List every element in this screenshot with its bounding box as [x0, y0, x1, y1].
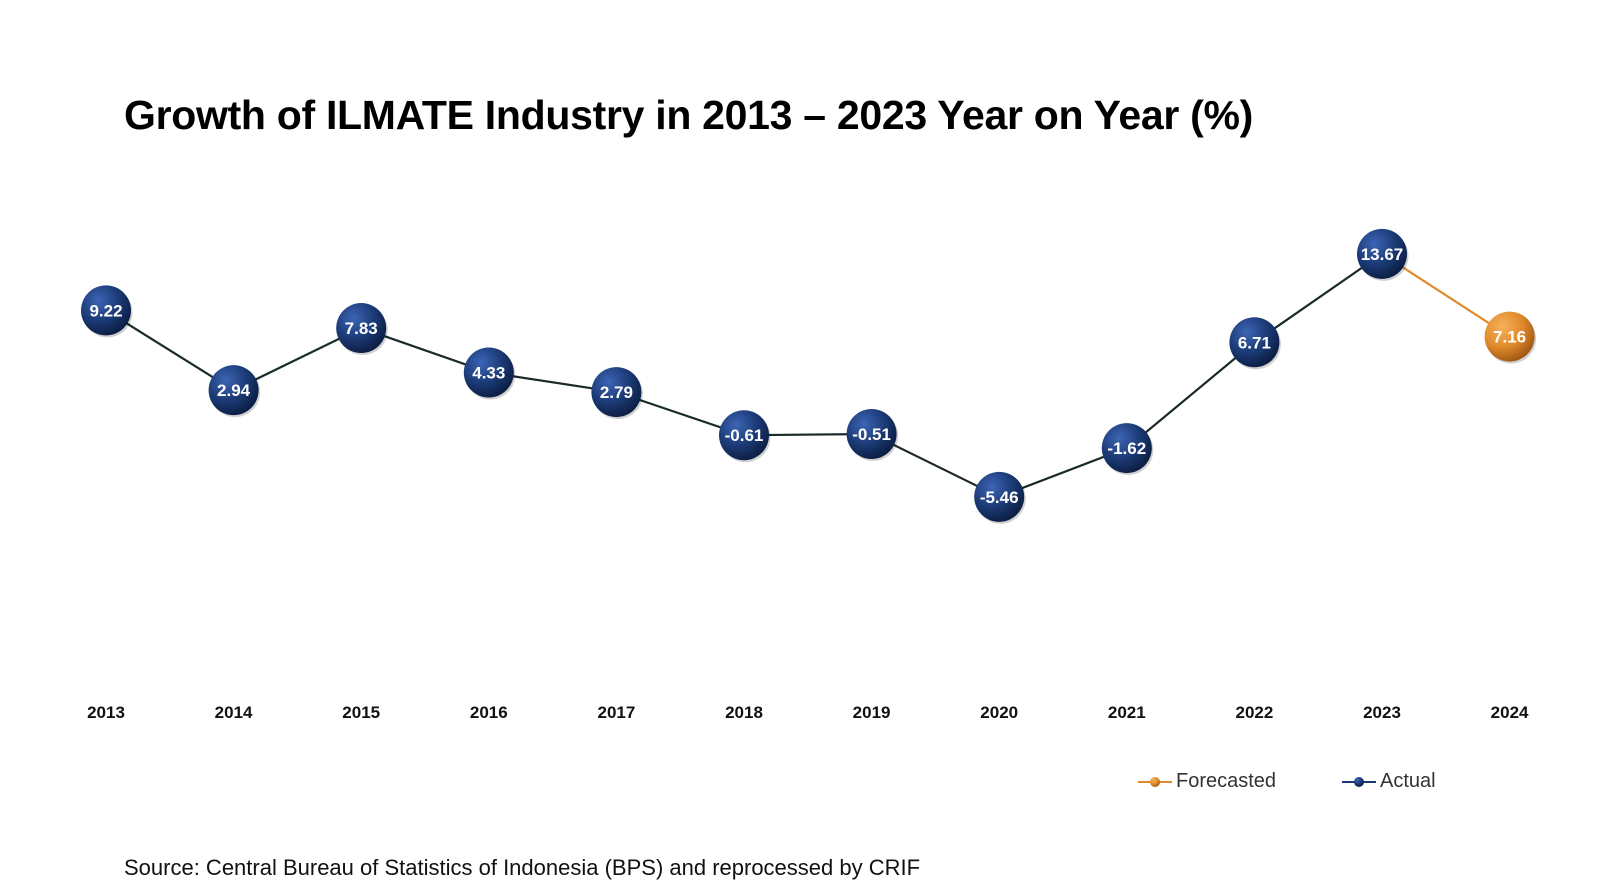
x-tick-label-2024: 2024 — [1491, 703, 1529, 722]
data-point-actual-2020: -5.46 — [974, 471, 1026, 524]
legend-marker-forecasted-icon — [1138, 776, 1172, 787]
x-tick-label-2016: 2016 — [470, 703, 508, 722]
marker-actual-2017 — [591, 367, 642, 418]
x-tick-label-2020: 2020 — [980, 703, 1018, 722]
data-point-actual-2016: 4.33 — [463, 347, 516, 400]
data-point-forecasted-2024: 7.16 — [1484, 311, 1537, 364]
data-point-actual-2021: -1.62 — [1101, 423, 1154, 476]
legend-label-forecasted: Forecasted — [1176, 770, 1277, 792]
data-label-actual-2019: -0.51 — [852, 425, 891, 444]
data-label-actual-2017: 2.79 — [600, 383, 633, 402]
data-label-actual-2020: -5.46 — [980, 488, 1019, 507]
x-axis-tick-labels: 2013 2014 2015 2016 2017 2018 2019 2020 2021 2022… — [87, 703, 1529, 722]
x-tick-label-2017: 2017 — [597, 703, 635, 722]
marker-actual-2013 — [81, 285, 131, 336]
data-label-actual-2022: 6.71 — [1238, 333, 1271, 352]
legend-label-actual: Actual — [1380, 770, 1436, 792]
legend-item-forecasted: Forecasted — [1138, 770, 1276, 793]
data-label-forecasted-2024: 7.16 — [1493, 328, 1526, 347]
data-point-actual-2023: 13.67 — [1357, 228, 1409, 281]
data-label-actual-2018: -0.61 — [725, 426, 764, 445]
data-point-actual-2013: 9.22 — [81, 285, 133, 338]
source-note: Source: Central Bureau of Statistics of … — [124, 855, 921, 880]
data-point-actual-2017: 2.79 — [591, 367, 643, 420]
data-label-actual-2013: 9.22 — [89, 301, 122, 320]
marker-actual-2022 — [1229, 317, 1280, 368]
marker-actual-2021 — [1101, 423, 1152, 474]
marker-actual-2018 — [719, 410, 769, 461]
data-label-actual-2016: 4.33 — [472, 364, 505, 383]
legend-marker-actual-icon — [1342, 776, 1376, 787]
x-tick-label-2018: 2018 — [725, 703, 763, 722]
marker-actual-2014 — [208, 365, 259, 416]
data-label-actual-2023: 13.67 — [1361, 245, 1404, 264]
data-point-actual-2019: -0.51 — [846, 408, 899, 461]
legend-item-actual: Actual — [1342, 770, 1436, 793]
marker-actual-2019 — [846, 408, 897, 459]
data-label-actual-2021: -1.62 — [1107, 439, 1146, 458]
marker-actual-2020 — [974, 471, 1025, 522]
data-point-actual-2015: 7.83 — [336, 303, 388, 356]
marker-actual-2023 — [1357, 228, 1407, 279]
vertical-gridlines — [105, 238, 1511, 685]
series-line-forecasted — [1381, 252, 1511, 338]
marker-actual-2015 — [336, 303, 387, 354]
chart-title: Growth of ILMATE Industry in 2013 – 2023… — [124, 92, 1253, 138]
marker-forecasted-2024 — [1484, 311, 1535, 362]
series-lines — [105, 252, 1511, 499]
data-label-actual-2014: 2.94 — [217, 381, 251, 400]
data-point-actual-2014: 2.94 — [208, 365, 261, 418]
data-point-actual-2018: -0.61 — [719, 410, 771, 463]
x-tick-label-2015: 2015 — [342, 703, 380, 722]
x-tick-label-2013: 2013 — [87, 703, 125, 722]
data-points: 7.16 9.22 2.94 7.83 4.33 2.79 -0.61 -0.51 -5.46 -… — [81, 228, 1537, 524]
data-label-actual-2015: 7.83 — [345, 319, 378, 338]
x-tick-label-2019: 2019 — [853, 703, 891, 722]
data-point-actual-2022: 6.71 — [1229, 317, 1281, 370]
x-tick-label-2023: 2023 — [1363, 703, 1401, 722]
x-tick-label-2022: 2022 — [1235, 703, 1273, 722]
x-tick-label-2014: 2014 — [215, 703, 253, 722]
marker-actual-2016 — [463, 347, 514, 398]
x-tick-label-2021: 2021 — [1108, 703, 1146, 722]
